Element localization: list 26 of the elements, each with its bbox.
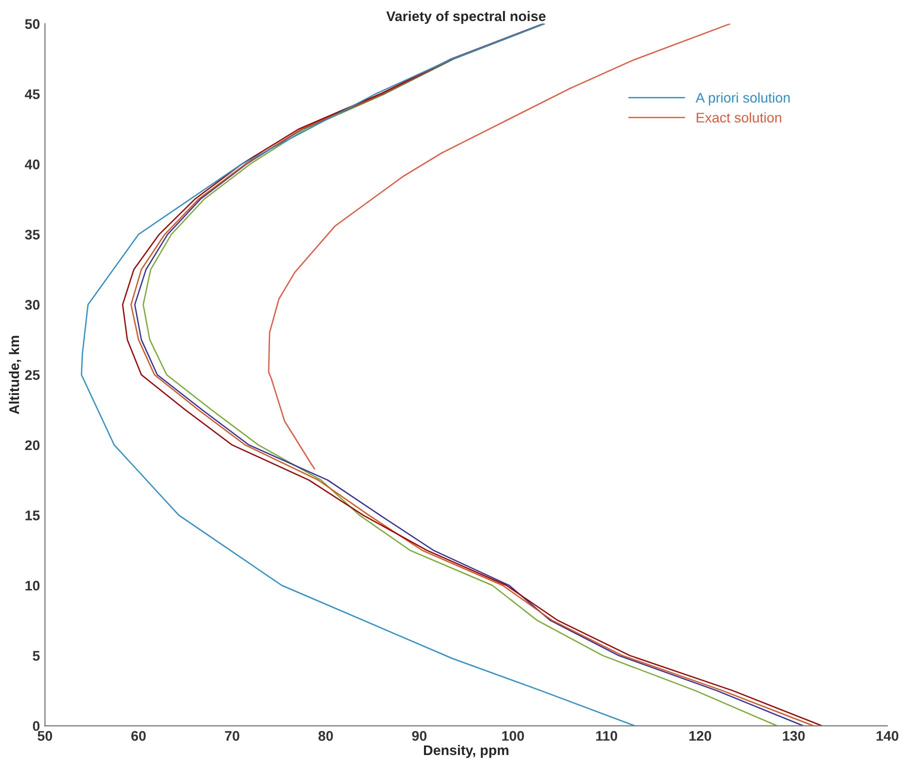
y-tick-label: 40 <box>24 160 40 170</box>
x-tick-label: 130 <box>783 730 805 741</box>
legend-label: Exact solution <box>696 112 782 123</box>
y-tick-label: 25 <box>25 370 40 380</box>
x-tick-label: 90 <box>412 730 426 741</box>
line-series <box>80 24 636 726</box>
y-tick-label: 15 <box>26 510 40 520</box>
x-tick-label: 80 <box>318 730 333 741</box>
x-tick-label: 110 <box>596 730 618 741</box>
y-tick-label: 5 <box>32 651 40 661</box>
x-axis-title: Density, ppm <box>424 744 508 758</box>
x-tick-label: 70 <box>225 730 240 741</box>
y-tick-label: 30 <box>24 300 40 310</box>
x-tick-label: 60 <box>131 730 146 741</box>
y-tick-label: 35 <box>24 230 40 240</box>
x-tick-label: 140 <box>876 730 898 741</box>
y-axis-title: Altitude, km <box>8 336 22 414</box>
x-tick-label: 120 <box>689 730 712 741</box>
chart-title: Variety of spectral noise <box>386 10 546 24</box>
y-tick-label: 20 <box>25 440 40 450</box>
y-tick-label: 45 <box>24 89 40 100</box>
y-tick-label: 50 <box>25 19 40 29</box>
legend-label: A priori solution <box>696 92 790 106</box>
x-tick-label: 100 <box>502 730 524 741</box>
y-tick-label: 10 <box>26 580 40 591</box>
y-tick-label: 0 <box>32 721 40 731</box>
